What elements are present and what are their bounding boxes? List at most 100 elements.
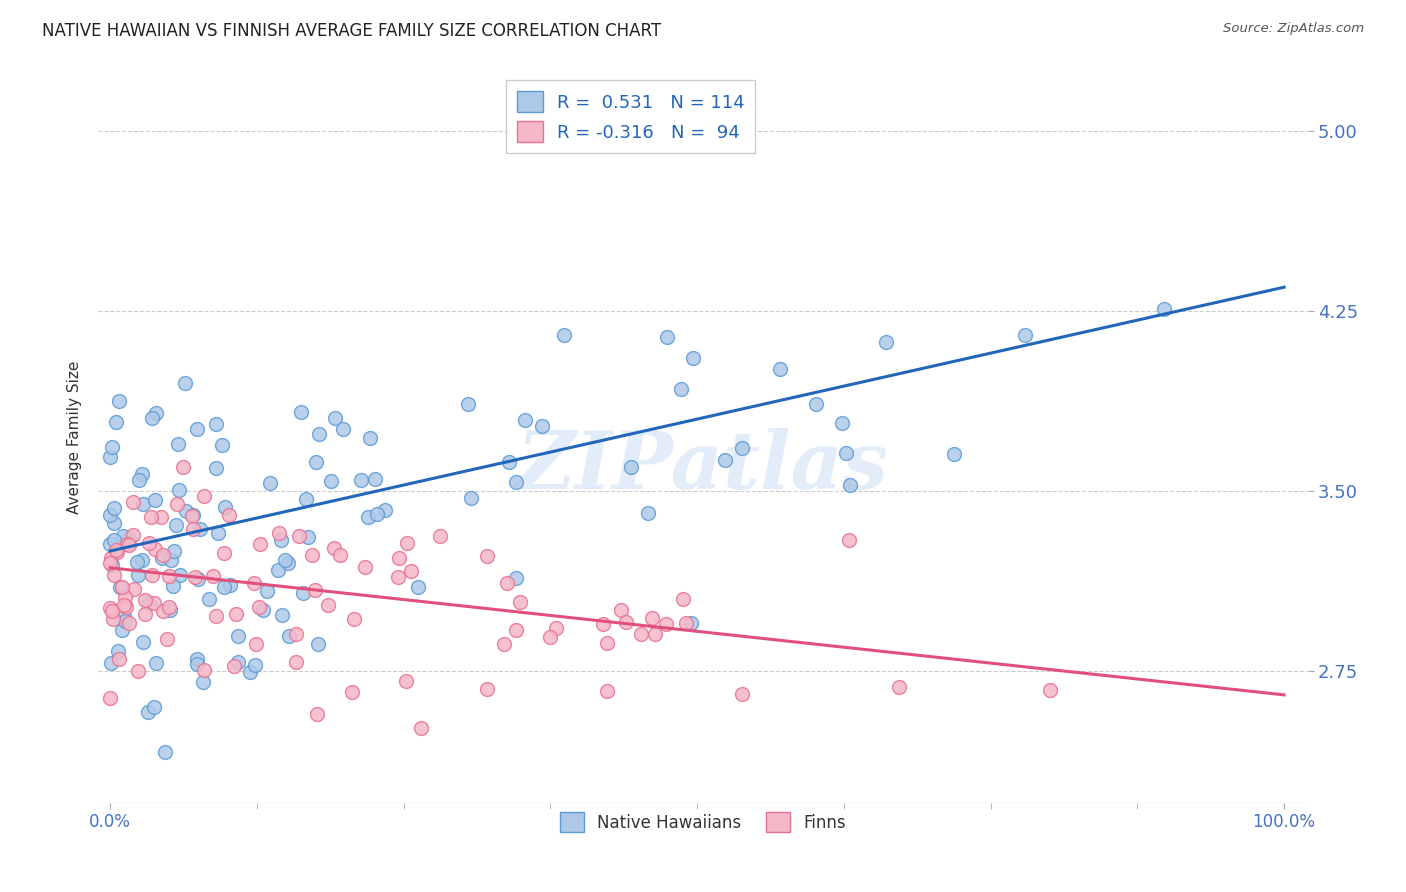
Point — [304, 582, 326, 597]
Point — [769, 362, 792, 376]
Point — [166, 437, 188, 451]
Point — [153, 746, 176, 760]
Point — [114, 614, 136, 628]
Point — [193, 489, 215, 503]
Point — [186, 422, 208, 436]
Point — [110, 580, 132, 594]
Point — [117, 531, 139, 545]
Point — [496, 575, 519, 590]
Point — [131, 467, 153, 481]
Point — [222, 659, 245, 673]
Point — [174, 376, 197, 391]
Point — [112, 528, 135, 542]
Point — [350, 473, 373, 487]
Point — [498, 455, 520, 469]
Point — [132, 634, 155, 648]
Point — [277, 556, 299, 570]
Point — [212, 581, 235, 595]
Point — [198, 592, 221, 607]
Point — [592, 616, 614, 631]
Point — [297, 530, 319, 544]
Point — [141, 411, 163, 425]
Point — [143, 493, 166, 508]
Point — [595, 684, 617, 698]
Point — [887, 680, 910, 694]
Point — [409, 721, 432, 735]
Point — [630, 626, 652, 640]
Point — [544, 621, 567, 635]
Point — [243, 657, 266, 672]
Point — [243, 576, 266, 591]
Point — [505, 571, 527, 585]
Point — [654, 617, 676, 632]
Point — [252, 603, 274, 617]
Point — [288, 529, 311, 543]
Point — [620, 460, 643, 475]
Point — [429, 529, 451, 543]
Point — [307, 707, 329, 722]
Point — [107, 644, 129, 658]
Point — [218, 578, 240, 592]
Point — [127, 567, 149, 582]
Point — [637, 507, 659, 521]
Point — [475, 682, 498, 697]
Point — [166, 497, 188, 511]
Point — [682, 351, 704, 366]
Point — [301, 548, 323, 562]
Point — [186, 657, 208, 671]
Point — [191, 674, 214, 689]
Point — [943, 447, 966, 461]
Point — [204, 417, 226, 431]
Point — [143, 596, 166, 610]
Point — [150, 510, 173, 524]
Point — [475, 549, 498, 563]
Point — [159, 602, 181, 616]
Point — [596, 636, 619, 650]
Point — [118, 615, 141, 630]
Point — [138, 596, 160, 610]
Point — [284, 627, 307, 641]
Point — [165, 518, 187, 533]
Point — [111, 580, 134, 594]
Point — [100, 450, 122, 464]
Point — [143, 700, 166, 714]
Point — [249, 537, 271, 551]
Point — [172, 460, 194, 475]
Point — [181, 508, 204, 523]
Point — [457, 397, 479, 411]
Point — [114, 590, 136, 604]
Point — [98, 557, 121, 571]
Point — [838, 533, 860, 547]
Point — [121, 528, 143, 542]
Point — [118, 538, 141, 552]
Point — [340, 685, 363, 699]
Point — [388, 550, 411, 565]
Point — [364, 472, 387, 486]
Point — [186, 652, 208, 666]
Point — [103, 533, 125, 548]
Point — [152, 548, 174, 562]
Point — [167, 483, 190, 497]
Point — [226, 629, 249, 643]
Point — [159, 600, 181, 615]
Point — [641, 611, 664, 625]
Point — [101, 440, 124, 454]
Point — [100, 656, 122, 670]
Point — [150, 551, 173, 566]
Point — [239, 665, 262, 679]
Point — [114, 600, 136, 615]
Point — [316, 598, 339, 612]
Point — [157, 569, 180, 583]
Point — [127, 664, 149, 678]
Point — [122, 582, 145, 597]
Point — [101, 558, 124, 573]
Point — [1014, 328, 1036, 343]
Point — [359, 431, 381, 445]
Point — [169, 567, 191, 582]
Text: Source: ZipAtlas.com: Source: ZipAtlas.com — [1223, 22, 1364, 36]
Point — [112, 608, 135, 623]
Point — [675, 615, 697, 630]
Point — [190, 522, 212, 536]
Point — [553, 328, 575, 343]
Point — [714, 453, 737, 467]
